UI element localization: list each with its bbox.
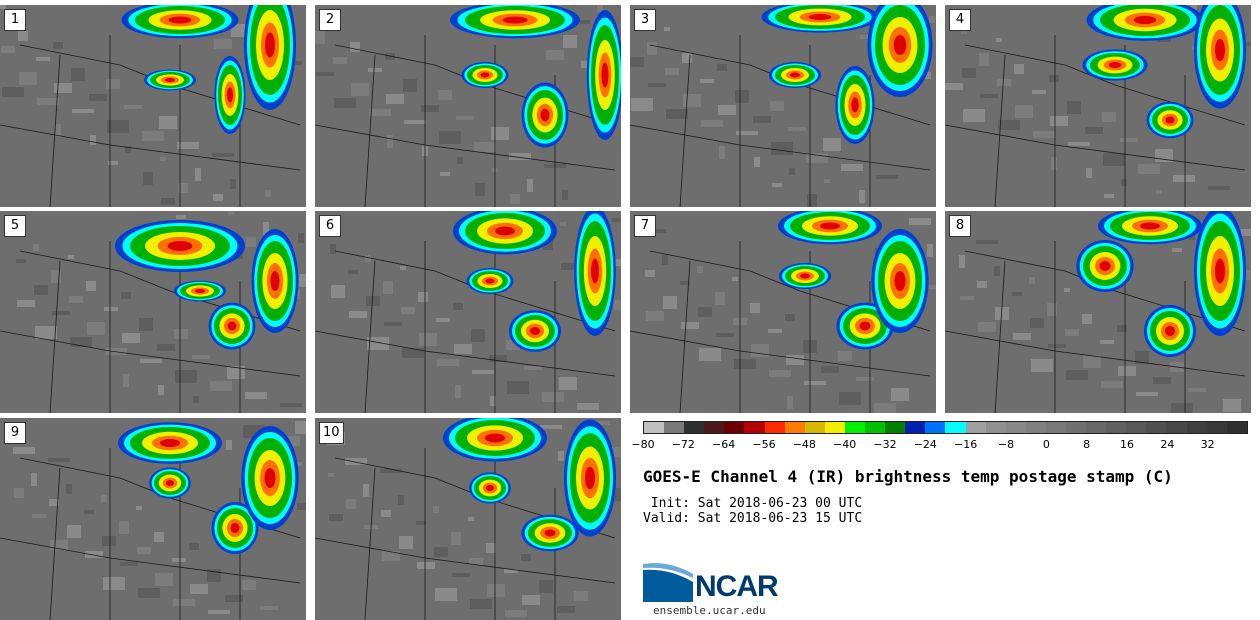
colorbar-tick-label: −32 — [873, 438, 897, 451]
colorbar-tick-label: −56 — [752, 438, 776, 451]
colorbar-segment — [885, 422, 906, 433]
valid-time: Valid: Sat 2018-06-23 15 UTC — [643, 511, 863, 526]
colorbar-tick-label: −48 — [792, 438, 816, 451]
panel-number: 6 — [319, 215, 341, 237]
satellite-map — [315, 5, 621, 207]
colorbar-segment — [1226, 422, 1247, 433]
colorbar-segment — [764, 422, 785, 433]
satellite-map — [945, 5, 1251, 207]
colorbar-tick-label: −16 — [954, 438, 978, 451]
colorbar-tick-label: 16 — [1120, 438, 1134, 451]
logo-name: NCAR — [695, 570, 779, 603]
colorbar-tick-label: −24 — [913, 438, 937, 451]
colorbar-tick-label: 32 — [1200, 438, 1215, 451]
colorbar-segment — [664, 422, 685, 433]
satellite-map — [630, 211, 936, 413]
panel-number: 4 — [949, 9, 971, 31]
satellite-map — [945, 211, 1251, 413]
colorbar-segment — [1025, 422, 1046, 433]
colorbar-segment — [1065, 422, 1087, 433]
panel-number: 9 — [4, 422, 26, 444]
satellite-map — [0, 418, 306, 620]
colorbar-segment — [844, 422, 866, 433]
colorbar-segment — [925, 422, 946, 433]
satellite-map — [630, 5, 936, 207]
panel-number: 2 — [319, 9, 341, 31]
map-panel-7: 7 — [630, 211, 936, 413]
colorbar-tick-label: −8 — [997, 438, 1015, 451]
colorbar-segment — [804, 422, 825, 433]
panel-number: 1 — [4, 9, 26, 31]
colorbar-segment — [1166, 422, 1187, 433]
satellite-map — [315, 211, 621, 413]
colorbar-tick-label: −72 — [671, 438, 695, 451]
colorbar-segment — [985, 422, 1006, 433]
colorbar-tick-label: 0 — [1042, 438, 1050, 451]
colorbar-tick-label: 8 — [1083, 438, 1091, 451]
colorbar-segment — [1106, 422, 1127, 433]
logo-url: ensemble.ucar.edu — [653, 604, 766, 617]
map-panel-3: 3 — [630, 5, 936, 207]
init-time: Init: Sat 2018-06-23 00 UTC — [643, 496, 863, 511]
panel-number: 5 — [4, 215, 26, 237]
panel-number: 8 — [949, 215, 971, 237]
panel-number: 7 — [634, 215, 656, 237]
colorbar-segment — [1005, 422, 1026, 433]
map-panel-2: 2 — [315, 5, 621, 207]
satellite-map — [0, 5, 306, 207]
map-panel-1: 1 — [0, 5, 306, 207]
colorbar-segment — [744, 422, 765, 433]
colorbar-segment — [1146, 422, 1167, 433]
colorbar-segment — [1206, 422, 1227, 433]
colorbar-segment — [824, 422, 845, 433]
colorbar-tick-label: −64 — [712, 438, 736, 451]
colorbar-segment — [865, 422, 886, 433]
colorbar-segment — [684, 422, 705, 433]
satellite-map — [315, 418, 621, 620]
colorbar-segment — [1045, 422, 1066, 433]
colorbar-tick-label: 24 — [1160, 438, 1175, 451]
map-panel-6: 6 — [315, 211, 621, 413]
colorbar-segment — [1126, 422, 1147, 433]
map-panel-5: 5 — [0, 211, 306, 413]
colorbar-segment — [704, 422, 725, 433]
colorbar-segment — [1186, 422, 1207, 433]
page-title: GOES-E Channel 4 (IR) brightness temp po… — [643, 467, 1173, 486]
colorbar-segment — [784, 422, 805, 433]
satellite-map — [0, 211, 306, 413]
colorbar-segment — [644, 422, 665, 433]
colorbar — [643, 421, 1248, 434]
colorbar-segment — [724, 422, 745, 433]
colorbar-tick-label: −40 — [833, 438, 857, 451]
colorbar-segment — [965, 422, 986, 433]
colorbar-segment — [905, 422, 926, 433]
panel-number: 10 — [319, 422, 344, 444]
panel-number: 3 — [634, 9, 656, 31]
colorbar-segment — [945, 422, 966, 433]
ncar-logo-icon — [643, 563, 693, 602]
map-panel-10: 10 — [315, 418, 621, 620]
map-panel-9: 9 — [0, 418, 306, 620]
map-panel-8: 8 — [945, 211, 1251, 413]
colorbar-ticks: −80 −72 −64 −56 −48 −40 −32 −24 −16 −8 0 8 16 24 32 — [631, 438, 1248, 454]
colorbar-segment — [1086, 422, 1107, 433]
map-panel-4: 4 — [945, 5, 1251, 207]
colorbar-tick-label: −80 — [631, 438, 655, 451]
